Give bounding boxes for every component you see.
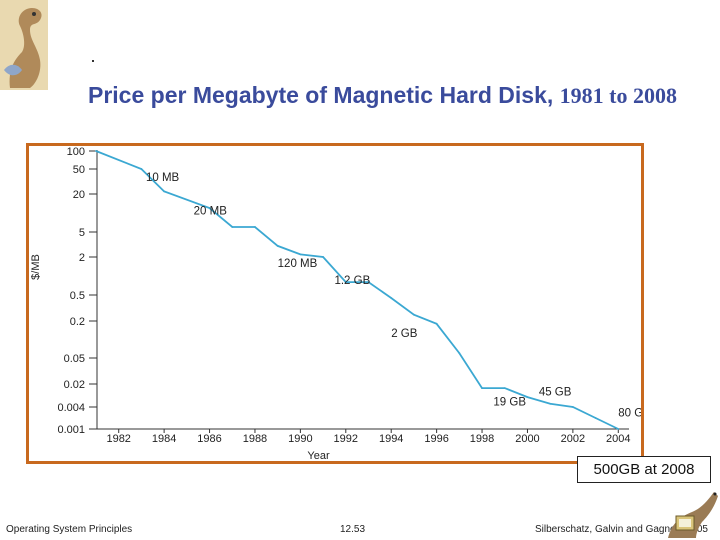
series-line [95, 150, 619, 430]
data-point [322, 256, 324, 258]
data-point [526, 396, 529, 398]
data-point [140, 168, 143, 170]
data-point [344, 281, 347, 284]
y-tick-label: 0.5 [70, 290, 85, 302]
x-tick-label: 1994 [379, 433, 403, 445]
data-point [503, 387, 506, 390]
capacity-label: 20 MB [194, 205, 228, 217]
slide-title: Price per Megabyte of Magnetic Hard Disk… [88, 82, 708, 109]
data-point [617, 428, 620, 430]
y-tick-label: 0.05 [64, 353, 85, 365]
footer-copyright: Silberschatz, Galvin and Gagne ©2005 [534, 524, 708, 535]
data-point [458, 352, 461, 355]
y-tick-label: 0.004 [57, 402, 85, 414]
y-tick-label: 5 [79, 227, 85, 239]
data-point [208, 207, 211, 209]
x-tick-label: 1992 [334, 433, 358, 445]
capacity-label: 10 MB [146, 172, 180, 184]
y-tick-label: 0.001 [57, 424, 85, 436]
data-point [435, 322, 438, 325]
y-tick-label: 0.2 [70, 316, 85, 328]
note-box: 500GB at 2008 [577, 456, 711, 483]
x-tick-label: 2000 [515, 433, 539, 445]
x-tick-label: 2004 [606, 433, 630, 445]
data-point [390, 297, 393, 299]
y-tick-label: 0.02 [64, 379, 85, 391]
chart-frame: 100 50 20 5 2 0.5 0.2 0.05 0.02 0.004 0.001 1982 198… [26, 143, 644, 464]
footer-page-number: 12.53 [340, 524, 366, 535]
x-tick-label: 1996 [424, 433, 448, 445]
capacity-label: 19 GB [493, 396, 526, 408]
data-point [481, 387, 483, 390]
price-per-mb-chart: 100 50 20 5 2 0.5 0.2 0.05 0.02 0.004 0.001 1982 198… [30, 146, 641, 461]
capacity-label: 1.2 GB [334, 275, 370, 287]
data-point [367, 281, 370, 284]
x-tick-label: 1990 [288, 433, 312, 445]
data-point [163, 190, 166, 193]
x-axis-title: Year [307, 450, 330, 461]
x-tick-label: 1982 [106, 433, 130, 445]
dinosaur-logo-image [0, 0, 48, 90]
capacity-label: 80 GB [618, 407, 641, 419]
data-point [594, 417, 597, 419]
capacity-label: 120 MB [278, 258, 318, 270]
x-tick-label: 1998 [470, 433, 494, 445]
y-tick-label: 2 [79, 252, 85, 264]
data-point [276, 245, 279, 247]
x-tick-label: 1984 [152, 433, 176, 445]
capacity-label: 2 GB [391, 328, 418, 340]
data-point [413, 313, 415, 316]
data-point [549, 402, 552, 405]
y-tick-label: 20 [73, 189, 85, 201]
y-tick-label: 100 [67, 146, 85, 158]
data-point [299, 253, 302, 256]
x-tick-label: 2002 [561, 433, 585, 445]
data-point [231, 226, 234, 228]
capacity-label: 45 GB [539, 386, 572, 398]
data-point [95, 150, 97, 152]
footer-course-name: Operating System Principles [6, 524, 133, 535]
data-point [571, 406, 574, 408]
slide-title-years: 1981 to 2008 [559, 83, 677, 108]
y-axis-title: $/MB [30, 254, 42, 280]
slide-title-main: Price per Megabyte of Magnetic Hard Disk… [88, 82, 554, 108]
data-point [254, 226, 256, 228]
x-tick-label: 1986 [197, 433, 221, 445]
decorative-dot [92, 60, 94, 62]
y-tick-label: 50 [73, 164, 85, 176]
x-tick-label: 1988 [243, 433, 267, 445]
dinosaur-mascot-image [668, 492, 718, 538]
